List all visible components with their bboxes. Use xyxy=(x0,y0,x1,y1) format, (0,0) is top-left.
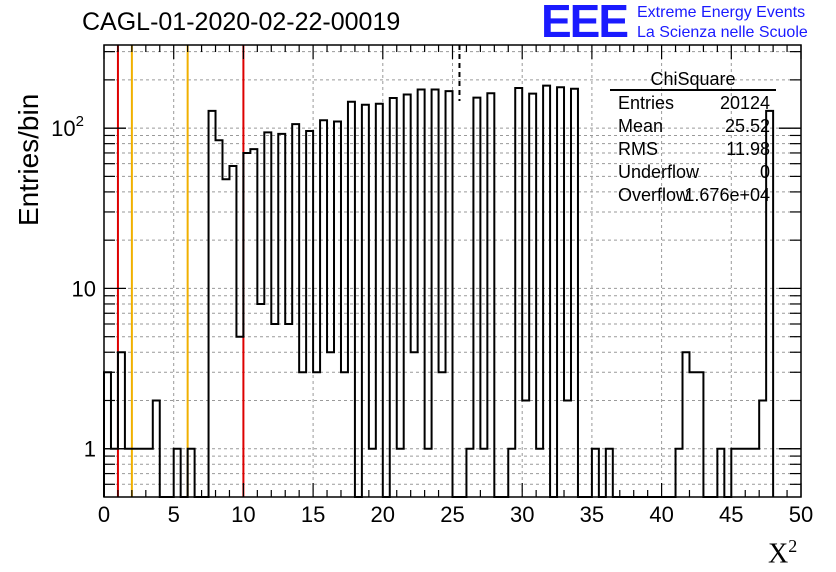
stats-row-rms: RMS 11.98 xyxy=(618,139,770,161)
eee-logo: EEE Extreme Energy Events La Scienza nel… xyxy=(541,0,831,48)
stats-value: 0 xyxy=(759,162,770,182)
x-tick-label: 35 xyxy=(580,502,604,527)
y-tick-label-superscript: 2 xyxy=(76,113,84,130)
stats-value: 1.676e+04 xyxy=(684,185,770,205)
stats-divider xyxy=(610,89,776,91)
chart-title: CAGL-01-2020-02-22-00019 xyxy=(82,8,401,36)
y-axis-label-wrap: Entries/bin xyxy=(8,94,48,226)
y-tick-label: 1 xyxy=(84,437,96,462)
y-tick-label: 102 xyxy=(51,113,84,141)
reference-lines xyxy=(116,45,461,497)
stats-row-underflow: Underflow 0 xyxy=(618,162,770,184)
x-tick-label: 40 xyxy=(649,502,673,527)
logo-line-2: La Scienza nelle Scuole xyxy=(637,24,808,41)
stats-row-mean: Mean 25.52 xyxy=(618,116,770,138)
x-tick-label: 25 xyxy=(440,502,464,527)
stats-row-entries: Entries 20124 xyxy=(618,93,770,115)
x-tick-label: 20 xyxy=(371,502,395,527)
stats-title: ChiSquare xyxy=(650,69,736,89)
stats-key: Entries xyxy=(618,93,675,113)
x-tick-label: 50 xyxy=(789,502,813,527)
stats-value: 11.98 xyxy=(726,139,770,159)
stats-box: ChiSquare Entries 20124 Mean 25.52 RMS 1… xyxy=(610,66,776,206)
x-tick-label: 45 xyxy=(719,502,743,527)
stats-row-overflow: Overflow 1.676e+04 xyxy=(618,185,770,207)
x-tick-label: 30 xyxy=(510,502,534,527)
y-tick-label: 10 xyxy=(72,276,96,301)
stats-value: 20124 xyxy=(719,93,770,113)
x-axis-label: X2 xyxy=(768,536,797,570)
axis-ticks xyxy=(103,45,802,497)
x-tick-label: 5 xyxy=(168,502,180,527)
stats-key: Mean xyxy=(618,116,664,136)
x-axis-label-base: X xyxy=(768,538,789,570)
eee-logo-mark: EEE xyxy=(541,0,629,47)
logo-line-1: Extreme Energy Events xyxy=(637,4,806,21)
x-tick-label: 0 xyxy=(98,502,110,527)
x-tick-label: 15 xyxy=(301,502,325,527)
stats-key: Overflow xyxy=(618,185,690,205)
x-axis-label-superscript: 2 xyxy=(788,536,798,556)
stats-value: 25.52 xyxy=(724,116,770,136)
y-axis-label: Entries/bin xyxy=(13,93,44,226)
stats-key: RMS xyxy=(618,139,658,159)
stats-key: Underflow xyxy=(618,162,700,182)
x-tick-label: 10 xyxy=(231,502,255,527)
